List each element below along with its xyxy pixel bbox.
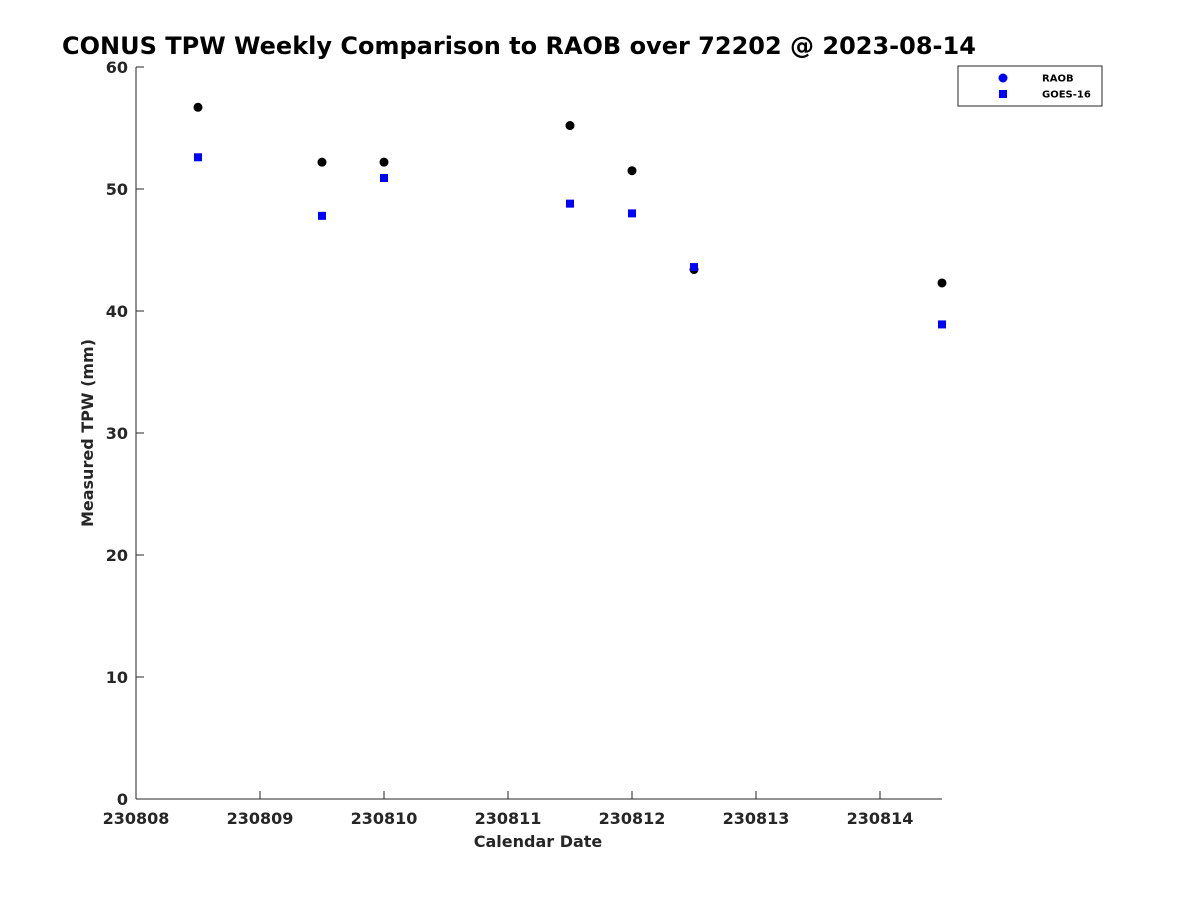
y-tick-label: 10 bbox=[106, 668, 128, 687]
raob-point bbox=[627, 166, 637, 176]
data-marks bbox=[193, 102, 947, 329]
goes16-point bbox=[566, 199, 574, 208]
goes16-point bbox=[194, 153, 202, 162]
x-tick-label: 230808 bbox=[103, 809, 170, 828]
legend-label-raob: RAOB bbox=[1042, 74, 1074, 85]
x-tick-label: 230814 bbox=[847, 809, 914, 828]
legend-box bbox=[957, 65, 1103, 107]
goes16-point bbox=[690, 263, 698, 272]
plot-area bbox=[136, 67, 942, 799]
goes16-point bbox=[318, 211, 326, 220]
goes16-point bbox=[380, 174, 388, 183]
y-axis-label: Measured TPW (mm) bbox=[78, 339, 97, 527]
y-tick-label: 40 bbox=[106, 302, 128, 321]
x-tick-label: 230810 bbox=[351, 809, 418, 828]
y-tick-label: 60 bbox=[106, 58, 128, 77]
x-tick-label: 230811 bbox=[475, 809, 542, 828]
legend-marker-goes16 bbox=[999, 90, 1007, 98]
x-axis-label: Calendar Date bbox=[474, 832, 603, 851]
raob-point bbox=[317, 157, 327, 167]
raob-point bbox=[193, 102, 203, 112]
chart-title: CONUS TPW Weekly Comparison to RAOB over… bbox=[62, 32, 976, 60]
x-tick-label: 230813 bbox=[723, 809, 790, 828]
y-tick-label: 50 bbox=[106, 180, 128, 199]
x-tick-label: 230809 bbox=[227, 809, 294, 828]
raob-point bbox=[937, 278, 947, 288]
goes16-point bbox=[938, 320, 946, 329]
legend-marker-raob bbox=[998, 73, 1008, 83]
legend-label-goes16: GOES-16 bbox=[1042, 90, 1091, 101]
raob-point bbox=[379, 157, 389, 167]
x-tick-label: 230812 bbox=[599, 809, 666, 828]
y-tick-label: 20 bbox=[106, 546, 128, 565]
axes: 230808 230809 230810 230811 230812 230813 2308… bbox=[103, 58, 942, 828]
goes16-point bbox=[628, 209, 636, 218]
y-tick-label: 30 bbox=[106, 424, 128, 443]
raob-point bbox=[565, 121, 575, 131]
legend: RAOB GOES-16 bbox=[957, 65, 1103, 107]
y-tick-label: 0 bbox=[117, 790, 128, 809]
